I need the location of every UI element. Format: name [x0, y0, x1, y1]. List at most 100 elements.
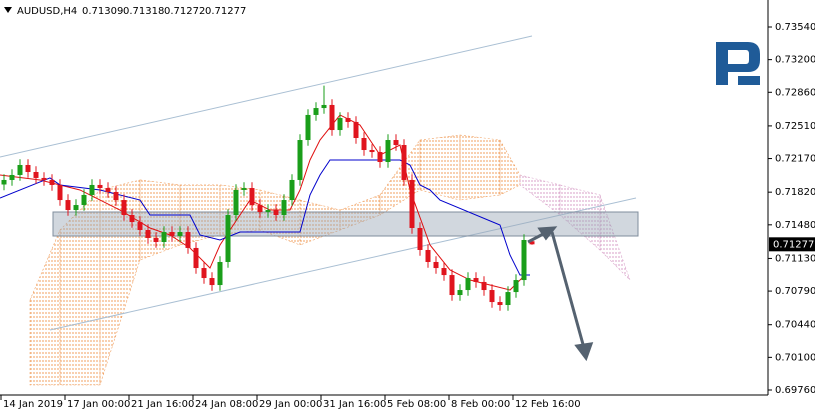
candle-body	[89, 184, 95, 195]
y-tick-label: 0.69760	[775, 385, 815, 396]
candle-body	[377, 152, 383, 163]
candle-body	[441, 268, 447, 276]
candle-body	[433, 261, 439, 269]
candle-body	[473, 278, 479, 282]
candle-body	[217, 261, 223, 286]
arrow-head	[537, 226, 558, 241]
candle-body	[457, 290, 463, 296]
logo-bowl	[716, 42, 760, 72]
candle-body	[145, 230, 151, 238]
header-low: 0.71272	[164, 6, 205, 17]
candle-body	[329, 104, 335, 131]
indicator-line	[0, 114, 526, 291]
cloud-segment	[259, 189, 301, 246]
candle-body	[505, 292, 511, 306]
candle-body	[305, 114, 311, 141]
candle-body	[337, 118, 343, 131]
candle-body	[481, 281, 487, 291]
x-tick-label: 17 Jan 00:00	[67, 399, 130, 410]
arrow-head	[574, 342, 594, 362]
candle-body	[265, 210, 271, 213]
candle-body	[177, 232, 183, 236]
candle-body	[393, 140, 399, 146]
forecast-arrow	[527, 226, 594, 362]
candle-body	[121, 200, 127, 216]
candle-body	[25, 164, 31, 173]
candle-body	[409, 179, 415, 228]
x-tick-label: 14 Jan 2019	[3, 399, 63, 410]
candle-body	[97, 184, 103, 189]
candle-body	[241, 188, 247, 190]
y-tick-label: 0.70440	[775, 320, 815, 331]
x-tick-label: 24 Jan 08:00	[195, 399, 258, 410]
y-tick-label: 0.71130	[775, 253, 815, 264]
candle-body	[17, 164, 23, 175]
candle-body	[185, 232, 191, 248]
candle-body	[497, 302, 503, 306]
y-tick-label: 0.70790	[775, 286, 815, 297]
candle-body	[257, 205, 263, 213]
cloud-segment	[59, 189, 101, 386]
cloud-segment	[599, 194, 631, 281]
x-tick-label: 8 Feb 00:00	[451, 399, 510, 410]
cloud-segment	[419, 134, 461, 201]
y-tick-label: 0.73540	[775, 22, 815, 33]
candle-body	[193, 247, 199, 269]
candle-body	[385, 140, 391, 163]
logo	[716, 42, 760, 85]
cloud-segment	[499, 138, 521, 196]
candle-body	[225, 215, 231, 262]
y-tick-label: 0.72510	[775, 121, 815, 132]
candle-body	[65, 200, 71, 211]
candle-body	[161, 232, 167, 243]
channel-lower	[49, 197, 637, 331]
symbol: AUDUSD,H4	[17, 6, 77, 17]
y-tick-label: 0.71480	[775, 220, 815, 231]
channel-upper	[0, 35, 533, 158]
arrow-down	[550, 231, 586, 349]
logo-bar	[738, 76, 760, 85]
candle-body	[273, 210, 279, 216]
cloud-segment	[29, 229, 61, 386]
x-tick-label: 12 Feb 16:00	[515, 399, 581, 410]
candle-body	[529, 241, 535, 245]
candle-body	[41, 177, 47, 180]
cloud-segment	[459, 134, 501, 201]
candle-body	[289, 179, 295, 201]
candle-body	[9, 174, 15, 180]
candle-body	[281, 200, 287, 216]
candle-body	[345, 118, 351, 122]
y-tick-label: 0.70100	[775, 352, 815, 363]
candle-body	[81, 194, 87, 206]
candle-body	[401, 145, 407, 180]
header-open: 0.71309	[82, 6, 123, 17]
y-tick-label: 0.71820	[775, 187, 815, 198]
candle-body	[169, 232, 175, 236]
candle-body	[489, 290, 495, 303]
candle-body	[1, 179, 7, 185]
menu-triangle[interactable]	[4, 7, 12, 13]
candle-body	[417, 227, 423, 250]
price-label: 0.71277	[773, 239, 814, 250]
candle-body	[73, 205, 79, 211]
candle-body	[449, 275, 455, 296]
candle-body	[313, 108, 319, 115]
candle-body	[513, 280, 519, 293]
candle-body	[129, 215, 135, 223]
logo-stem	[716, 42, 728, 85]
price-label-box	[769, 237, 815, 252]
candle-body	[353, 121, 359, 139]
x-tick-label: 31 Jan 16:00	[323, 399, 386, 410]
candle-body	[521, 239, 527, 281]
candle-body	[153, 237, 159, 243]
candle-body	[33, 172, 39, 178]
x-tick-label: 29 Jan 00:00	[259, 399, 322, 410]
header-high: 0.71318	[123, 6, 164, 17]
candle-body	[321, 104, 327, 109]
y-tick-label: 0.72170	[775, 154, 815, 165]
candle-body	[465, 278, 471, 291]
cloud-segment	[519, 174, 561, 216]
y-tick-label: 0.72860	[775, 87, 815, 98]
candle-body	[297, 140, 303, 180]
candle-body	[233, 189, 239, 216]
